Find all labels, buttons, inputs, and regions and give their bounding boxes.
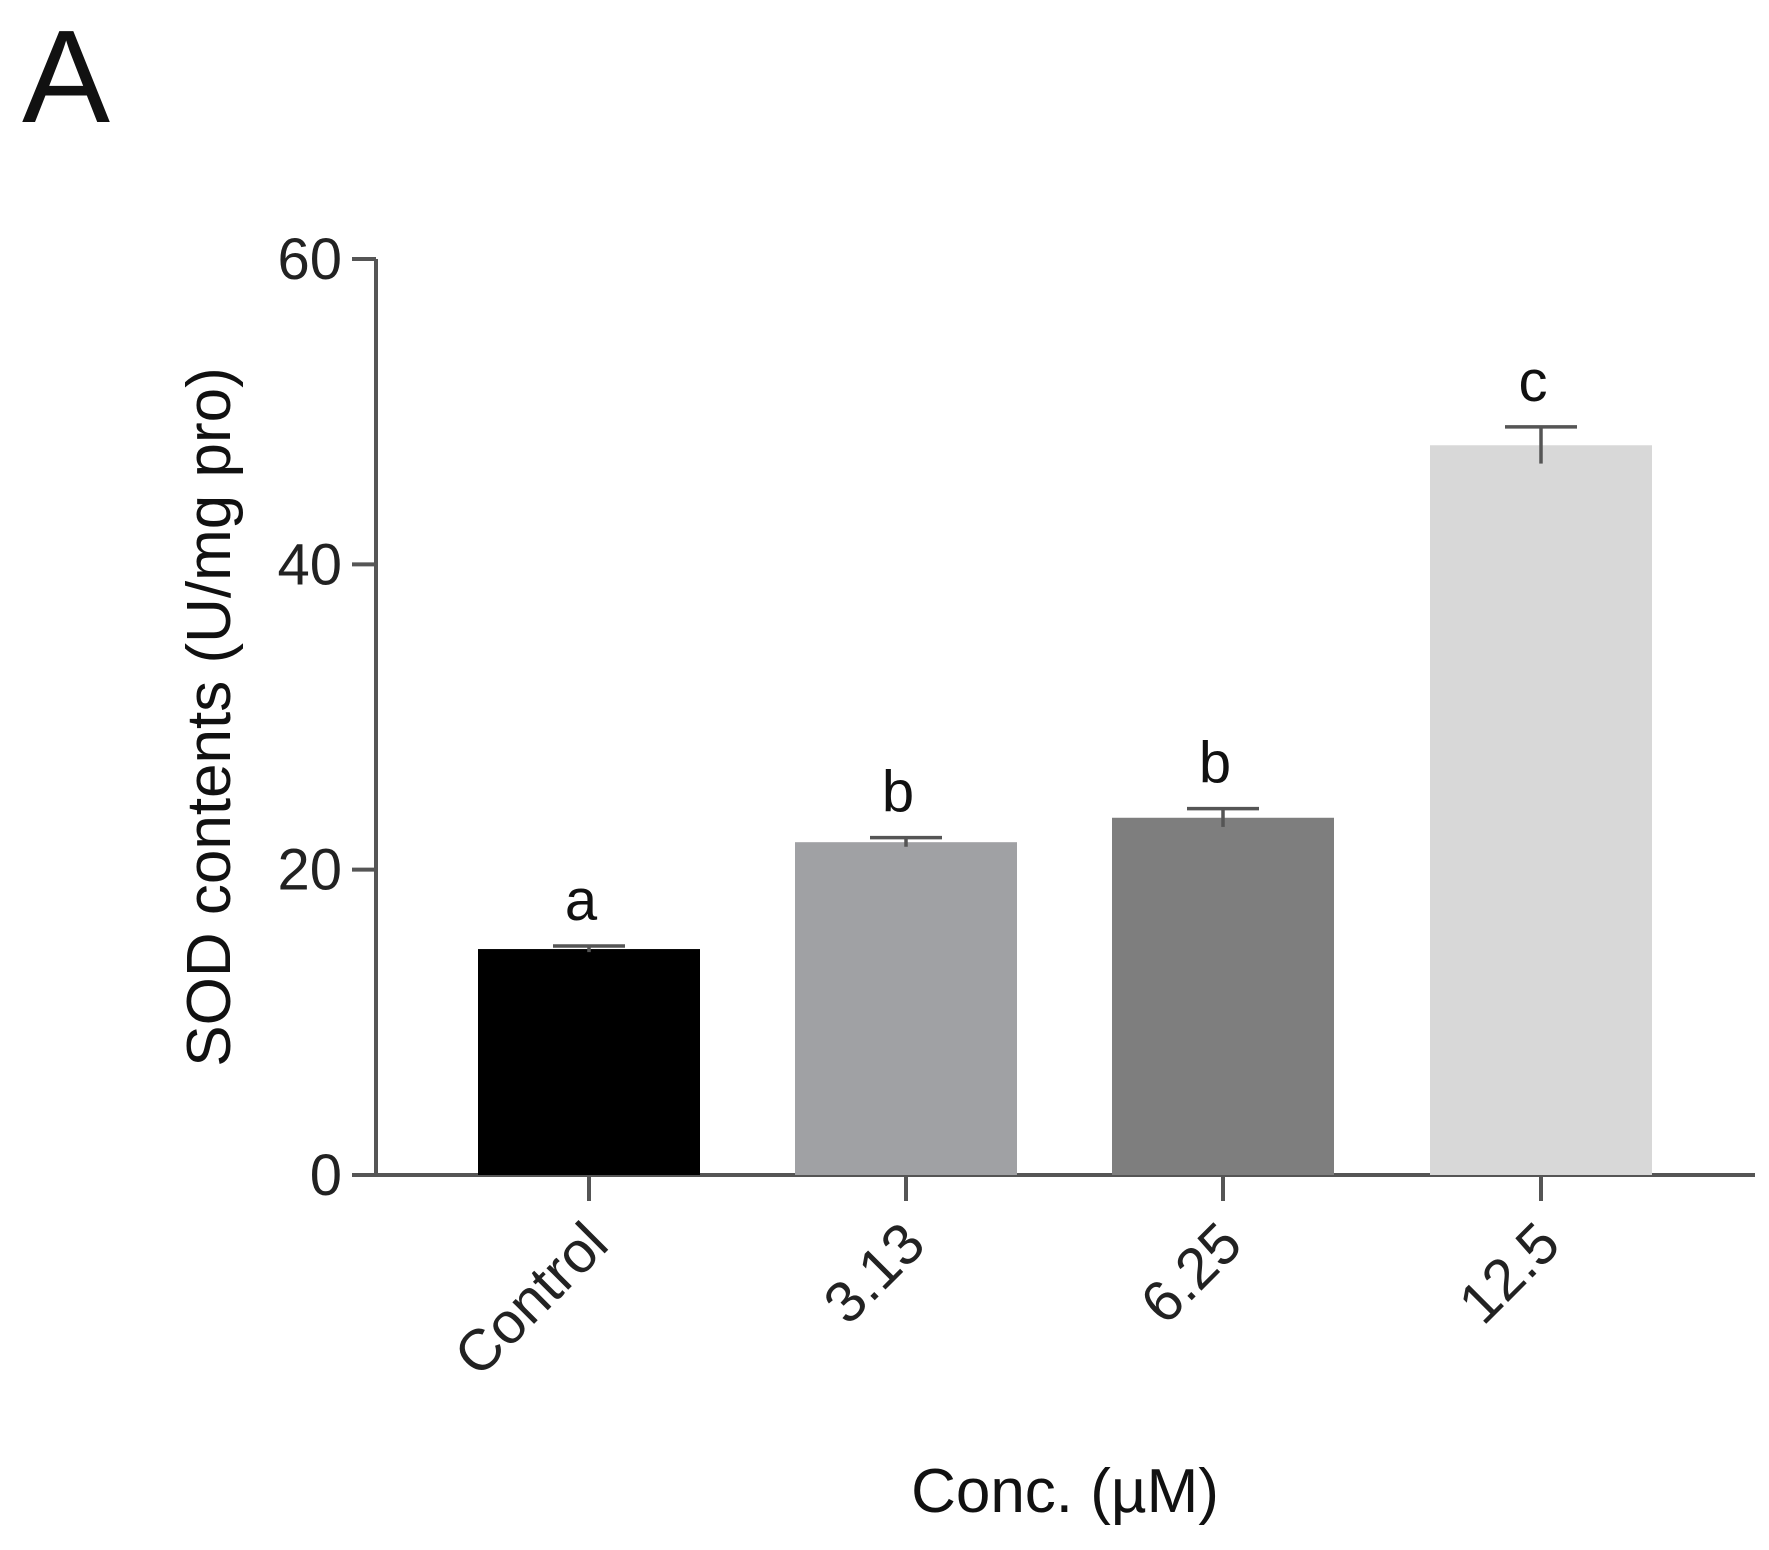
significance-letter: a — [565, 868, 598, 933]
x-tick-label: Control — [442, 1210, 620, 1388]
significance-letter: c — [1519, 349, 1548, 414]
panel-label: A — [22, 3, 110, 150]
y-tick-label: 40 — [277, 532, 342, 597]
bar-6.25 — [1112, 817, 1334, 1175]
x-tick-label: 12.5 — [1446, 1210, 1572, 1336]
x-tick-label: 3.13 — [811, 1210, 937, 1336]
bar-Control — [478, 949, 700, 1175]
y-tick-label: 0 — [310, 1143, 342, 1208]
y-tick-label: 20 — [277, 838, 342, 903]
bar-3.13 — [795, 842, 1017, 1175]
significance-letter: b — [1199, 731, 1231, 796]
y-tick-label: 60 — [277, 227, 342, 292]
bar-12.5 — [1430, 445, 1652, 1176]
x-axis-title: Conc. (µM) — [911, 1457, 1219, 1526]
x-tick-label: 6.25 — [1128, 1210, 1254, 1336]
significance-letter: b — [882, 760, 914, 825]
y-axis-title: SOD contents (U/mg pro) — [175, 367, 244, 1066]
bars: a b b c — [478, 349, 1652, 1176]
y-axis: 0 20 40 60 — [277, 227, 378, 1208]
x-axis: Control 3.13 6.25 12.5 — [352, 1173, 1755, 1388]
